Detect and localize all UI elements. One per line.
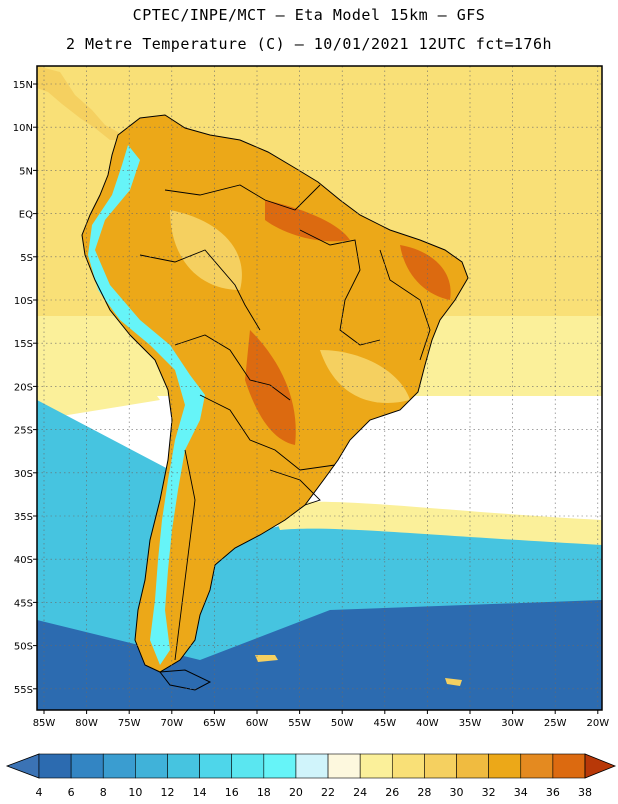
lat-tick-label: 10N	[13, 123, 33, 134]
lon-tick-label: 20W	[586, 718, 609, 729]
hot-zone-amazon-east	[265, 200, 350, 242]
colorbar-tick-label: 38	[578, 786, 592, 799]
lon-tick-label: 40W	[416, 718, 439, 729]
lat-tick-label: 15S	[14, 339, 33, 350]
colorbar-tick-label: 28	[417, 786, 431, 799]
lon-tick-label: 70W	[160, 718, 183, 729]
colorbar-swatch	[552, 753, 586, 779]
colorbar-tick-label: 18	[257, 786, 271, 799]
colorbar-swatch	[70, 753, 104, 779]
lon-tick-label: 55W	[288, 718, 311, 729]
colorbar-high-arrow	[584, 753, 617, 779]
colorbar-swatch	[295, 753, 329, 779]
border-brazil-states	[299, 229, 381, 346]
colorbar-tick-label: 8	[100, 786, 107, 799]
lat-tick-label: 5S	[20, 253, 33, 264]
temperature-field	[37, 66, 602, 710]
lat-tick-label: 45S	[14, 598, 33, 609]
colorbar-tick-label: 24	[353, 786, 367, 799]
lon-tick-label: 25W	[544, 718, 567, 729]
lon-tick-label: 30W	[501, 718, 524, 729]
colorbar-tick-label: 12	[160, 786, 174, 799]
lon-tick-label: 65W	[203, 718, 226, 729]
border-argentina-north	[199, 394, 336, 471]
colorbar-swatch	[391, 753, 425, 779]
lat-lon-grid	[37, 66, 602, 710]
colorbar-tick-label: 34	[514, 786, 528, 799]
colorbar-swatch	[135, 753, 168, 779]
colorbar-low-arrow	[5, 753, 40, 779]
latitude-axis: 15N 10N 5N EQ 5S 10S 15S 20S 25S 30S 35S 40S 45S 50S 5…	[13, 80, 37, 696]
coastline	[81, 114, 469, 673]
tierra-del-fuego	[159, 669, 212, 691]
colorbar-swatch	[199, 753, 233, 779]
colorbar-swatch	[38, 753, 72, 779]
lat-tick-label: 10S	[14, 296, 33, 307]
lon-tick-label: 85W	[33, 718, 56, 729]
map-title-line1: CPTEC/INPE/MCT – Eta Model 15km – GFS	[132, 6, 486, 24]
lat-tick-label: 25S	[14, 426, 33, 437]
colorbar-swatch	[263, 753, 297, 779]
lat-tick-label: 20S	[14, 382, 33, 393]
lat-tick-label: 30S	[14, 469, 33, 480]
ocean-front-band	[270, 501, 602, 545]
lat-tick-label: 40S	[14, 555, 33, 566]
colorbar-tick-label: 4	[36, 786, 43, 799]
longitude-axis: 85W 80W 75W 70W 65W 60W 55W 50W 45W 40W 35W 30W 25W 2…	[33, 710, 609, 729]
lat-tick-label: 55S	[14, 685, 33, 696]
border-uruguay	[269, 469, 321, 506]
colorbar-tick-label: 14	[193, 786, 207, 799]
colorbar-tick-label: 36	[546, 786, 560, 799]
colorbar-tick-label: 10	[128, 786, 142, 799]
lat-tick-label: 5N	[19, 166, 33, 177]
lon-tick-label: 50W	[331, 718, 354, 729]
colorbar-tick-label: 30	[450, 786, 464, 799]
lat-tick-label: 15N	[13, 80, 33, 91]
colorbar-swatch	[167, 753, 200, 779]
central-america-landmass	[37, 66, 125, 140]
border-bolivia	[174, 334, 291, 401]
map-title-line2: 2 Metre Temperature (C) – 10/01/2021 12U…	[65, 35, 553, 53]
lon-tick-label: 35W	[459, 718, 482, 729]
colorbar-swatch	[424, 753, 457, 779]
colorbar-swatch	[488, 753, 522, 779]
colorbar-tick-label: 16	[225, 786, 239, 799]
colorbar-tick-label: 6	[68, 786, 75, 799]
colorbar-swatch	[231, 753, 265, 779]
colorbar-tick-label: 26	[385, 786, 399, 799]
mild-zone-amazon-west	[170, 210, 242, 290]
colorbar-swatch	[359, 753, 393, 779]
colorbar-swatch	[102, 753, 136, 779]
border-chile-argentina	[174, 449, 196, 661]
colorbar-tick-label: 20	[289, 786, 303, 799]
country-borders	[139, 184, 431, 661]
colorbar-tick-label: 22	[321, 786, 335, 799]
colorbar-tick-label: 32	[482, 786, 496, 799]
lon-tick-label: 80W	[75, 718, 98, 729]
malvinas-islands	[255, 655, 278, 662]
south-georgia-island	[445, 678, 462, 686]
map-frame	[36, 65, 603, 711]
lat-tick-label: 50S	[14, 642, 33, 653]
border-peru-brazil	[139, 249, 261, 331]
lon-tick-label: 45W	[373, 718, 396, 729]
colorbar-swatch	[456, 753, 489, 779]
colorbar-swatch	[327, 753, 361, 779]
hot-zone-chaco	[245, 330, 296, 445]
colorbar-swatch	[520, 753, 554, 779]
lat-tick-label: 35S	[14, 512, 33, 523]
temperature-colorbar: 4 6 8 10 12 14 16 18 20 22 24 26 28 30 32 34 36 38	[5, 753, 617, 799]
lon-tick-label: 60W	[246, 718, 269, 729]
lat-tick-label: EQ	[19, 210, 33, 221]
lon-tick-label: 75W	[118, 718, 141, 729]
hot-zone-northeast	[400, 245, 451, 300]
border-amazon-north	[164, 184, 321, 211]
